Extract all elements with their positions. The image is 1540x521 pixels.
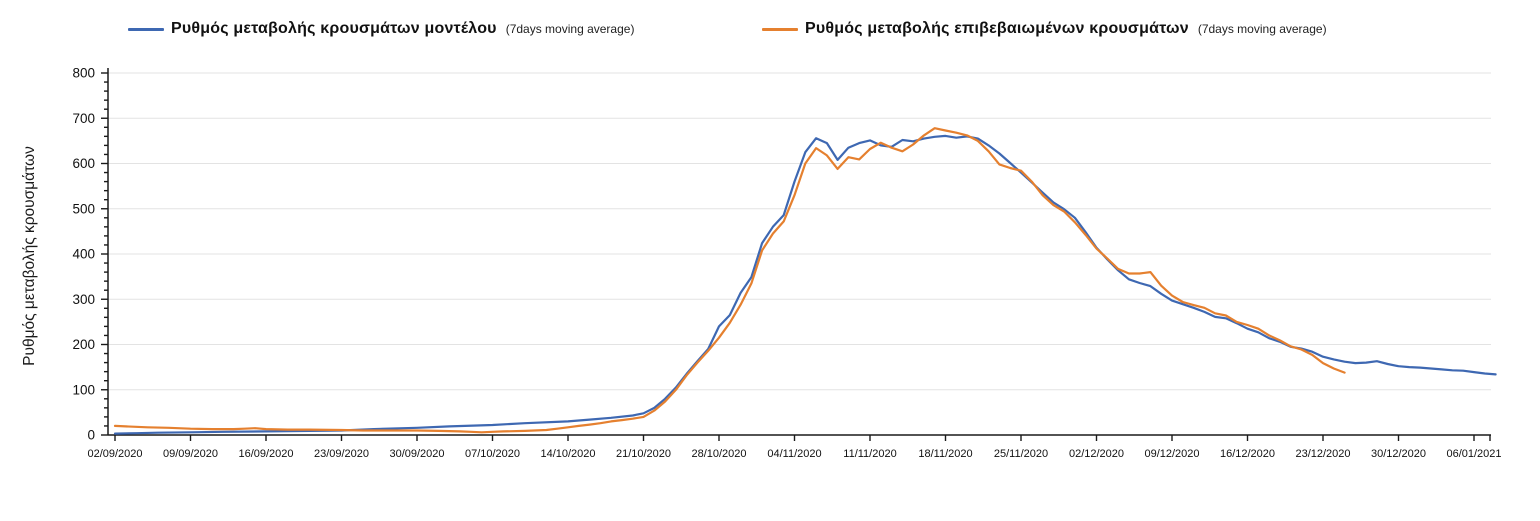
legend-suffix-confirmed: (7days moving average) (1197, 22, 1327, 36)
series-line-confirmed (113, 127, 1346, 434)
y-tick-label: 600 (72, 156, 95, 171)
y-tick-label: 200 (72, 337, 95, 352)
y-tick-label: 0 (87, 428, 95, 443)
legend-line-model-icon (128, 27, 164, 31)
x-tick-label: 09/09/2020 (163, 448, 218, 460)
x-tick-label: 14/10/2020 (540, 448, 595, 460)
y-tick-label: 300 (72, 292, 95, 307)
x-tick-label: 09/12/2020 (1144, 448, 1199, 460)
x-tick-label: 02/09/2020 (87, 448, 142, 460)
x-tick-label: 16/09/2020 (238, 448, 293, 460)
x-tick-label: 25/11/2020 (994, 448, 1048, 460)
legend-item-confirmed: Ρυθμός μεταβολής επιβεβαιωμένων κρουσμάτ… (762, 20, 1327, 38)
legend-suffix-model: (7days moving average) (505, 22, 635, 36)
x-tick-label: 11/11/2020 (843, 448, 896, 460)
series-line-model (113, 134, 1497, 435)
x-tick-label: 21/10/2020 (616, 448, 671, 460)
x-tick-label: 02/12/2020 (1069, 448, 1124, 460)
x-tick-label: 23/12/2020 (1295, 448, 1350, 460)
x-tick-label: 30/12/2020 (1371, 448, 1426, 460)
x-tick-label: 23/09/2020 (314, 448, 369, 460)
x-tick-label: 30/09/2020 (389, 448, 444, 460)
legend-label-model: Ρυθμός μεταβολής κρουσμάτων μοντέλου (171, 20, 497, 37)
legend-item-model: Ρυθμός μεταβολής κρουσμάτων μοντέλου (7d… (128, 20, 634, 38)
legend-line-confirmed-icon (762, 27, 798, 31)
x-tick-label: 18/11/2020 (918, 448, 972, 460)
x-tick-label: 07/10/2020 (465, 448, 520, 460)
legend-label-confirmed: Ρυθμός μεταβολής επιβεβαιωμένων κρουσμάτ… (805, 20, 1189, 37)
x-tick-label: 06/01/2021 (1446, 448, 1501, 460)
x-tick-label: 04/11/2020 (767, 448, 821, 460)
y-tick-label: 700 (72, 111, 95, 126)
y-tick-label: 100 (72, 382, 95, 397)
x-tick-label: 16/12/2020 (1220, 448, 1275, 460)
y-tick-label: 500 (72, 201, 95, 216)
y-tick-label: 800 (72, 66, 95, 81)
x-tick-label: 28/10/2020 (691, 448, 746, 460)
y-tick-label: 400 (72, 247, 95, 262)
